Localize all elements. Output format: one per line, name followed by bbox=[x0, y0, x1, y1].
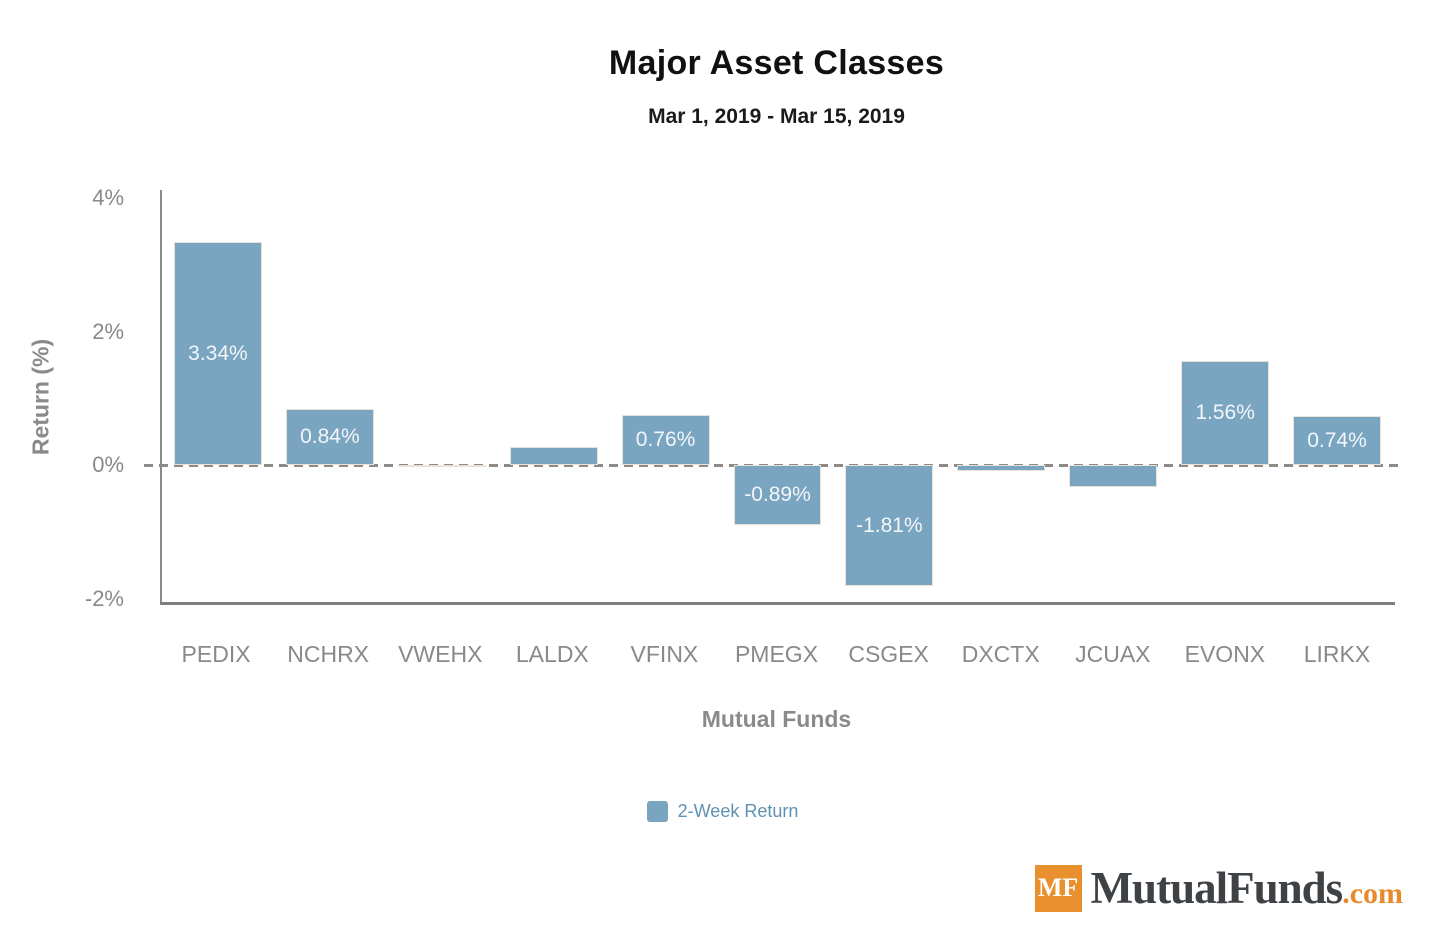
plot-area: 4% 2% 0% -2% 3.34% 0.84% 0.76% -0.89% -1.81% 1.5… bbox=[85, 185, 1401, 611]
y-axis-line bbox=[160, 190, 162, 603]
x-label-LIRKX: LIRKX bbox=[1303, 641, 1371, 667]
x-label-PMEGX: PMEGX bbox=[734, 641, 819, 667]
bar-value-label-LIRKX: 0.74% bbox=[1307, 428, 1367, 452]
legend-swatch-icon bbox=[646, 801, 668, 822]
bar-slot-NCHRX: 0.84% bbox=[285, 190, 374, 603]
bar-LIRKX[interactable]: 0.74% bbox=[1293, 415, 1381, 466]
legend-label: 2-Week Return bbox=[677, 801, 799, 821]
x-label-JCUAX: JCUAX bbox=[1075, 641, 1151, 667]
x-label-LALDX: LALDX bbox=[515, 641, 589, 667]
bar-PMEGX[interactable]: -0.89% bbox=[733, 465, 822, 525]
bar-DXCTX[interactable] bbox=[957, 465, 1046, 472]
logo-text: MutualFunds.com bbox=[1091, 862, 1403, 914]
bar-slot-VWEHX bbox=[397, 190, 486, 603]
bar-NCHRX[interactable]: 0.84% bbox=[285, 409, 374, 466]
bar-CSGEX[interactable]: -1.81% bbox=[845, 465, 934, 587]
x-axis-line bbox=[160, 602, 1395, 605]
y-tick-label-0pct: 0% bbox=[92, 452, 124, 478]
x-label-VFINX: VFINX bbox=[630, 641, 699, 667]
chart-title: Major Asset Classes bbox=[608, 44, 945, 82]
x-label-NCHRX: NCHRX bbox=[287, 641, 370, 667]
bar-value-label-PEDIX: 3.34% bbox=[188, 341, 248, 365]
bar-slot-CSGEX: -1.81% bbox=[845, 190, 934, 603]
bar-value-label-PMEGX: -0.89% bbox=[744, 483, 811, 507]
bars-container: 3.34% 0.84% 0.76% -0.89% -1.81% 1.56% 0.74% bbox=[162, 190, 1393, 603]
bar-JCUAX[interactable] bbox=[1069, 465, 1158, 488]
bar-EVONX[interactable]: 1.56% bbox=[1181, 361, 1270, 466]
y-tick-label--2pct: -2% bbox=[84, 585, 124, 611]
mutualfunds-logo: MF MutualFunds.com bbox=[1034, 862, 1403, 914]
bar-slot-DXCTX bbox=[957, 190, 1046, 603]
x-category-labels: PEDIX NCHRX VWEHX LALDX VFINX PMEGX CSGEX DXCTX… bbox=[160, 641, 1393, 668]
bar-value-label-VFINX: 0.76% bbox=[635, 427, 696, 451]
mf-badge-icon: MF bbox=[1034, 864, 1082, 912]
chart-header: Major Asset Classes Mar 1, 2019 - Mar 15… bbox=[160, 44, 1393, 129]
x-label-EVONX: EVONX bbox=[1184, 641, 1266, 667]
bar-slot-JCUAX bbox=[1069, 190, 1158, 603]
x-label-DXCTX: DXCTX bbox=[961, 641, 1040, 667]
y-tick-label-2pct: 2% bbox=[92, 318, 124, 344]
bar-slot-VFINX: 0.76% bbox=[621, 190, 710, 603]
x-label-VWEHX: VWEHX bbox=[398, 641, 483, 667]
x-label-PEDIX: PEDIX bbox=[181, 641, 251, 667]
bar-slot-EVONX: 1.56% bbox=[1181, 190, 1270, 603]
bar-value-label-EVONX: 1.56% bbox=[1195, 401, 1255, 425]
logo-name: MutualFunds bbox=[1090, 863, 1344, 913]
bar-VFINX[interactable]: 0.76% bbox=[621, 414, 710, 466]
bar-value-label-CSGEX: -1.81% bbox=[856, 513, 923, 537]
y-tick-label-4pct: 4% bbox=[92, 185, 124, 211]
bar-slot-LIRKX: 0.74% bbox=[1293, 190, 1381, 603]
bar-VWEHX[interactable] bbox=[397, 464, 486, 467]
legend[interactable]: 2-Week Return bbox=[0, 801, 1445, 822]
bar-slot-PEDIX: 3.34% bbox=[174, 190, 262, 603]
bar-slot-LALDX bbox=[509, 190, 598, 603]
y-axis-title: Return (%) bbox=[27, 338, 54, 456]
bar-value-label-NCHRX: 0.84% bbox=[300, 425, 360, 449]
bar-slot-PMEGX: -0.89% bbox=[733, 190, 822, 603]
logo-tld: .com bbox=[1342, 877, 1403, 910]
x-axis-title: Mutual Funds bbox=[701, 706, 852, 732]
bar-LALDX[interactable] bbox=[509, 446, 598, 466]
bar-PEDIX[interactable]: 3.34% bbox=[174, 242, 262, 466]
chart-subtitle: Mar 1, 2019 - Mar 15, 2019 bbox=[648, 105, 905, 128]
x-label-CSGEX: CSGEX bbox=[848, 641, 929, 667]
